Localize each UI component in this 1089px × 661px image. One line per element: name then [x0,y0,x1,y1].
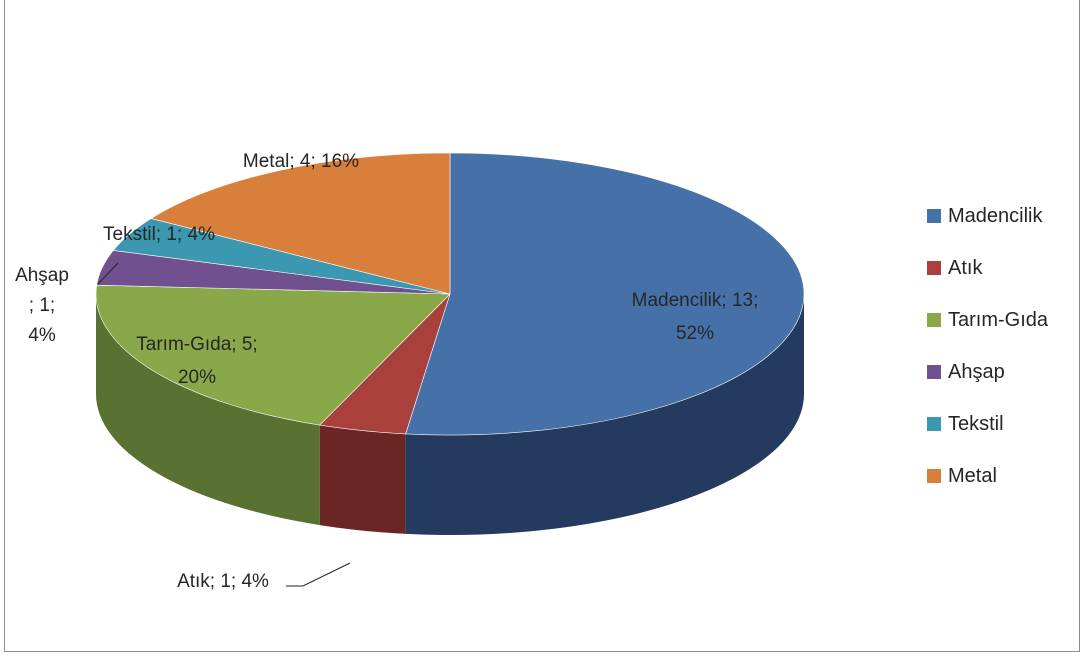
data-label-line: ; 1; [29,295,55,316]
leader-line-ahsap [97,262,119,285]
legend-swatch [927,261,941,275]
legend-label: Metal [948,464,997,487]
legend-swatch [927,469,941,483]
legend-label: Ahşap [948,360,1005,383]
slice-madencilik [405,152,805,436]
data-label-line: 52% [676,323,714,344]
legend: Madencilik Atık Tarım-Gıda Ahşap Tekstil… [927,190,1048,502]
data-label-atık: Atık; 1; 4% [177,571,269,592]
data-label-metal: Metal; 4; 16% [243,151,359,172]
legend-item-tekstil: Tekstil [927,398,1048,450]
slice-side-0 [405,294,804,535]
slice-tarım-gıda [95,284,451,426]
data-label-line: 20% [178,367,216,388]
legend-label: Tekstil [948,412,1004,435]
data-label-line: Metal; 4; 16% [243,151,359,172]
data-label-line: Tekstil; 1; 4% [103,224,215,245]
legend-swatch [927,313,941,327]
data-label-madencilik: Madencilik; 13; 52% [632,290,759,344]
leader-line-atik [286,562,351,587]
legend-item-tarim-gida: Tarım-Gıda [927,294,1048,346]
slice-side-1 [319,425,406,534]
data-label-line: 4% [28,325,56,346]
legend-item-ahsap: Ahşap [927,346,1048,398]
legend-label: Tarım-Gıda [948,308,1049,331]
data-label-line: Atık; 1; 4% [177,571,269,592]
data-label-line: Ahşap [15,265,69,286]
legend-item-metal: Metal [927,450,1048,502]
legend-label: Madencilik [948,204,1043,227]
slice-side-2 [96,294,320,526]
data-label-ahşap: Ahşap ; 1; 4% [15,265,69,346]
slice-metal [150,152,451,295]
data-label-line: Madencilik; 13; [632,290,759,311]
legend-swatch [927,365,941,379]
legend-item-madencilik: Madencilik [927,190,1048,242]
data-label-line: Tarım-Gıda; 5; [136,334,257,355]
legend-label: Atık [948,256,983,279]
data-label-tarım-gıda: Tarım-Gıda; 5; 20% [136,334,257,388]
legend-item-atik: Atık [927,242,1048,294]
legend-swatch [927,417,941,431]
data-label-tekstil: Tekstil; 1; 4% [103,224,215,245]
legend-swatch [927,209,941,223]
